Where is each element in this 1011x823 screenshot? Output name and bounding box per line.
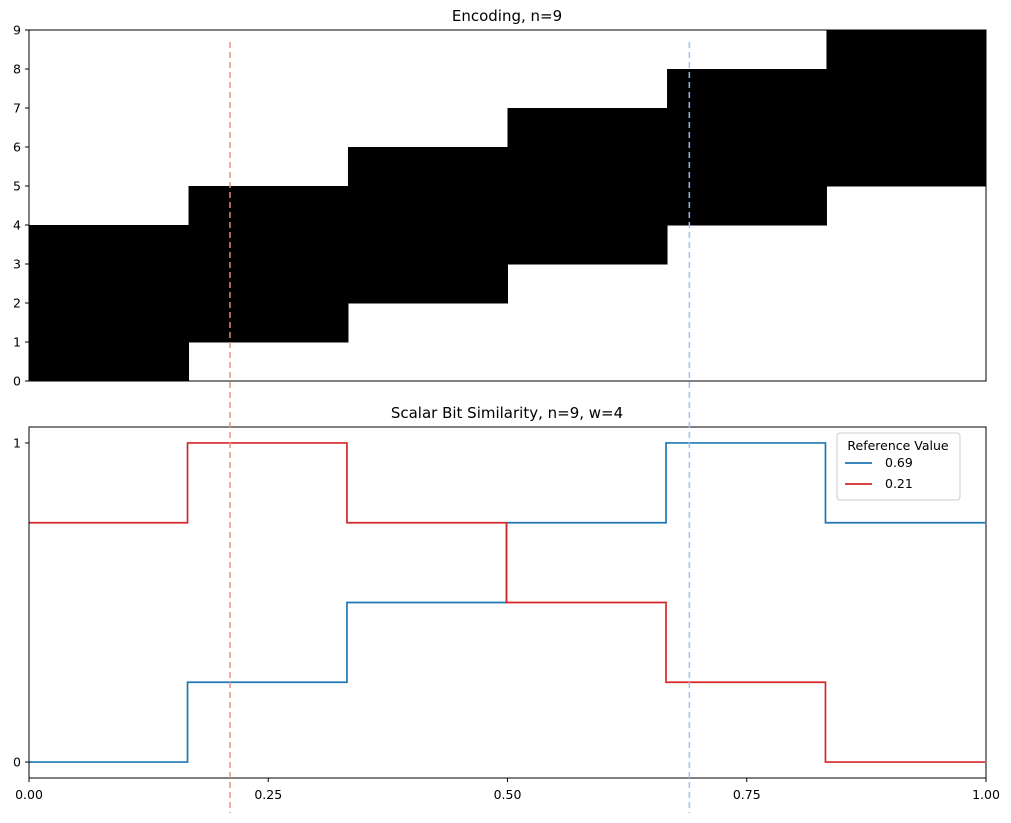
encoding-cell	[507, 108, 668, 148]
encoding-cell	[347, 186, 508, 226]
encoding-cell	[667, 108, 827, 148]
reference-lines	[229, 42, 691, 813]
similarity-y-tick-label: 0	[13, 755, 21, 770]
encoding-cell	[188, 303, 349, 343]
encoding-y-tick-label: 0	[13, 374, 21, 389]
encoding-cell	[826, 30, 987, 70]
encoding-cell	[188, 186, 349, 226]
encoding-panel: Encoding, n=9 0 1 2 3 4 5 6 7 8 9	[13, 7, 987, 389]
similarity-x-tick-label: 0.75	[733, 787, 761, 802]
similarity-axes-frame	[28, 426, 987, 779]
encoding-cell	[507, 186, 668, 226]
encoding-y-tick-label: 2	[13, 296, 21, 311]
similarity-y-ticks: 01	[13, 435, 29, 770]
encoding-title: Encoding, n=9	[452, 7, 562, 25]
encoding-cell	[507, 147, 668, 187]
series-line-0.21	[29, 442, 985, 763]
encoding-y-tick-label: 3	[13, 257, 21, 272]
encoding-cell	[667, 186, 827, 226]
encoding-cell	[29, 225, 190, 265]
encoding-cells	[29, 30, 987, 382]
encoding-axes-frame	[28, 29, 987, 382]
encoding-y-ticks: 0 1 2 3 4 5 6 7 8 9	[13, 23, 29, 389]
encoding-cell	[188, 264, 349, 304]
legend-label: 0.21	[885, 476, 913, 491]
similarity-y-tick-label: 1	[13, 435, 21, 450]
encoding-cell	[826, 108, 987, 148]
encoding-cell	[347, 225, 508, 265]
similarity-title: Scalar Bit Similarity, n=9, w=4	[391, 404, 623, 422]
similarity-x-tick-label: 1.00	[972, 787, 1000, 802]
encoding-cell	[29, 342, 190, 382]
encoding-y-tick-label: 1	[13, 335, 21, 350]
encoding-cell	[188, 225, 349, 265]
legend-entries: 0.69 0.21	[845, 455, 913, 491]
encoding-cell	[507, 225, 668, 265]
encoding-cell	[826, 147, 987, 187]
similarity-x-ticks: 0.00 0.25 0.50 0.75 1.00	[15, 778, 1000, 802]
similarity-series	[29, 442, 985, 763]
legend: Reference Value 0.69 0.21	[836, 432, 961, 501]
encoding-cell	[667, 147, 827, 187]
encoding-y-tick-label: 9	[13, 23, 21, 38]
encoding-y-tick-label: 5	[13, 179, 21, 194]
encoding-cell	[826, 69, 987, 109]
similarity-x-tick-label: 0.00	[15, 787, 43, 802]
encoding-cell	[667, 69, 827, 109]
legend-title: Reference Value	[847, 438, 949, 453]
encoding-y-tick-label: 8	[13, 62, 21, 77]
similarity-x-tick-label: 0.50	[494, 787, 522, 802]
similarity-x-tick-label: 0.25	[254, 787, 282, 802]
encoding-y-tick-label: 7	[13, 101, 21, 116]
encoding-y-tick-label: 4	[13, 218, 21, 233]
encoding-cell	[29, 303, 190, 343]
encoding-cell	[347, 147, 508, 187]
encoding-cell	[29, 264, 190, 304]
encoding-y-tick-label: 6	[13, 140, 21, 155]
encoding-cell	[347, 264, 508, 304]
legend-label: 0.69	[885, 455, 913, 470]
similarity-panel: Scalar Bit Similarity, n=9, w=4 01 0.00 0…	[13, 404, 1000, 802]
